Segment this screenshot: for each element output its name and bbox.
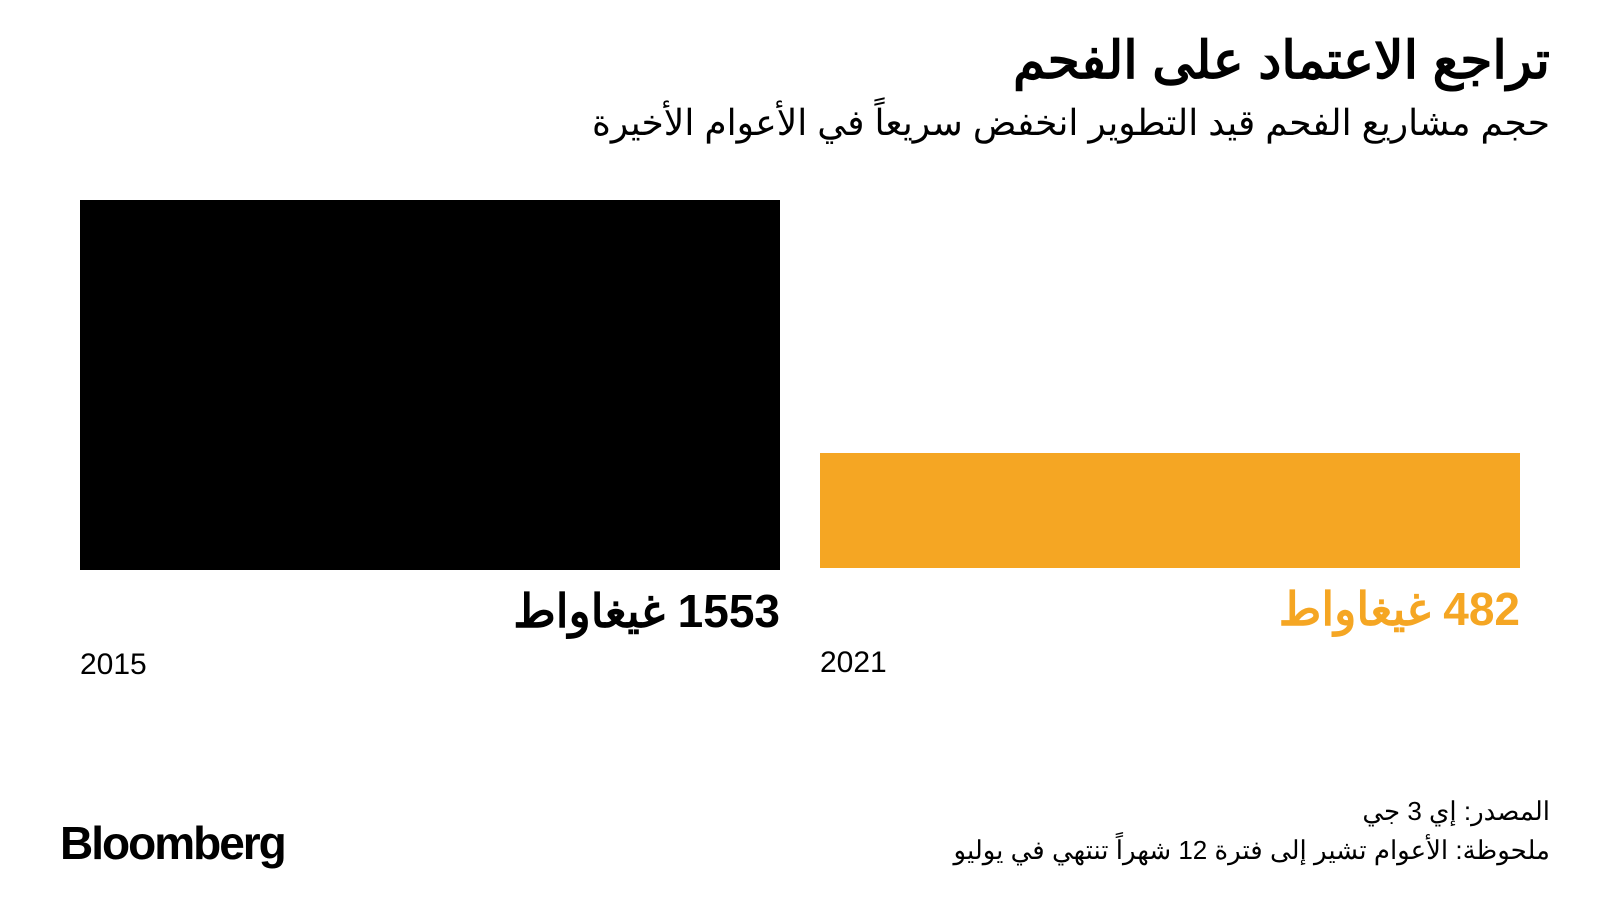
chart-footer: Bloomberg المصدر: إي 3 جي ملحوظة: الأعوا… bbox=[60, 792, 1550, 870]
year-label-2021: 2021 bbox=[820, 646, 1520, 680]
chart-subtitle: حجم مشاريع الفحم قيد التطوير انخفض سريعا… bbox=[50, 100, 1550, 147]
source-text: المصدر: إي 3 جي bbox=[954, 792, 1550, 831]
bar-2015 bbox=[80, 200, 780, 570]
chart-container: تراجع الاعتماد على الفحم حجم مشاريع الفح… bbox=[0, 0, 1600, 900]
bar-chart-area: 1553 غيغاواط 2015 482 غيغاواط 2021 bbox=[80, 200, 1520, 680]
bar-zone bbox=[820, 200, 1520, 568]
bar-2021 bbox=[820, 453, 1520, 568]
bar-zone bbox=[80, 200, 780, 570]
bloomberg-logo: Bloomberg bbox=[60, 816, 285, 870]
year-label-2015: 2015 bbox=[80, 648, 780, 682]
footer-notes: المصدر: إي 3 جي ملحوظة: الأعوام تشير إلى… bbox=[954, 792, 1550, 870]
note-text: ملحوظة: الأعوام تشير إلى فترة 12 شهراً ت… bbox=[954, 831, 1550, 870]
value-label-2021: 482 غيغاواط bbox=[820, 586, 1520, 632]
bar-group-2015: 1553 غيغاواط 2015 bbox=[80, 200, 780, 680]
bar-group-2021: 482 غيغاواط 2021 bbox=[820, 200, 1520, 680]
value-label-2015: 1553 غيغاواط bbox=[80, 588, 780, 634]
chart-title: تراجع الاعتماد على الفحم bbox=[50, 30, 1550, 92]
chart-header: تراجع الاعتماد على الفحم حجم مشاريع الفح… bbox=[50, 30, 1550, 147]
